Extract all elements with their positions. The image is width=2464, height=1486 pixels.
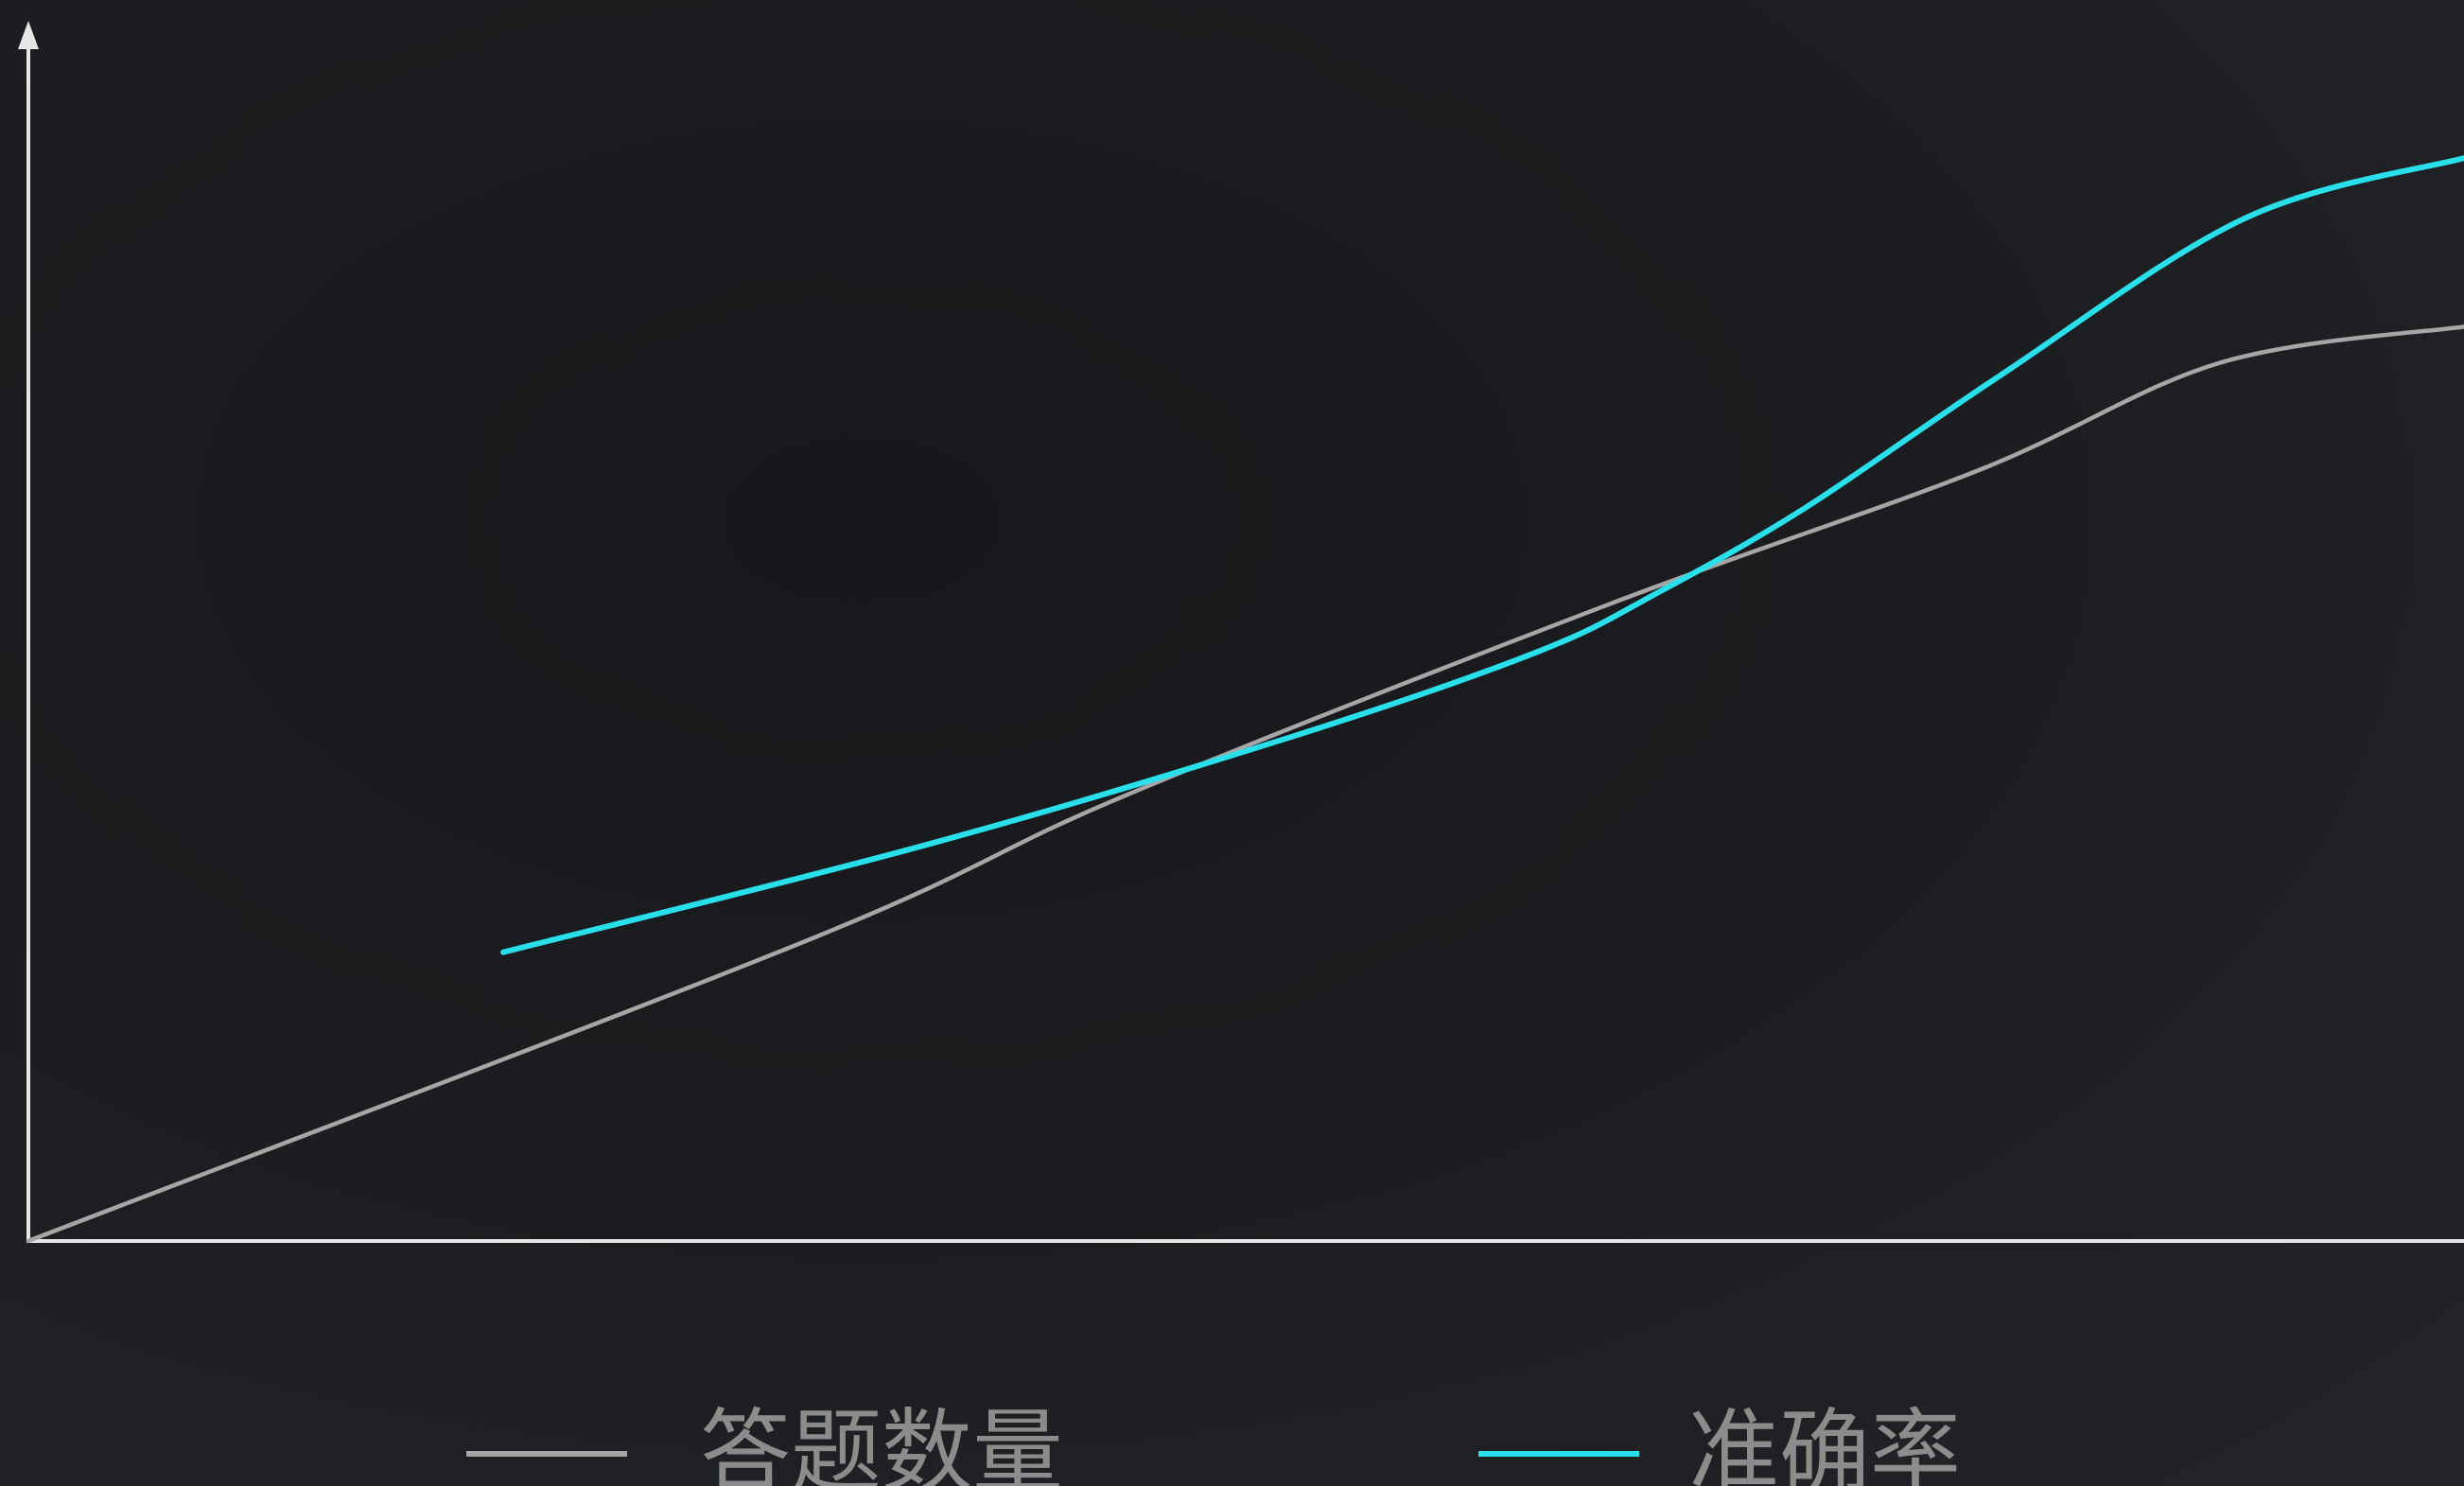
- legend-item-answers: 答题数量: [466, 1399, 1063, 1486]
- series-line-answers: [26, 324, 2464, 1244]
- y-axis: [18, 21, 39, 1241]
- legend-item-accuracy: 准确率: [1478, 1399, 1961, 1486]
- series-line-accuracy: [500, 155, 2464, 955]
- series-layer: [26, 155, 2464, 1244]
- legend-label-answers: 答题数量: [700, 1399, 1063, 1486]
- y-axis-arrow: [18, 21, 39, 49]
- legend: 答题数量 准确率: [466, 1399, 1961, 1486]
- legend-label-accuracy: 准确率: [1688, 1399, 1961, 1486]
